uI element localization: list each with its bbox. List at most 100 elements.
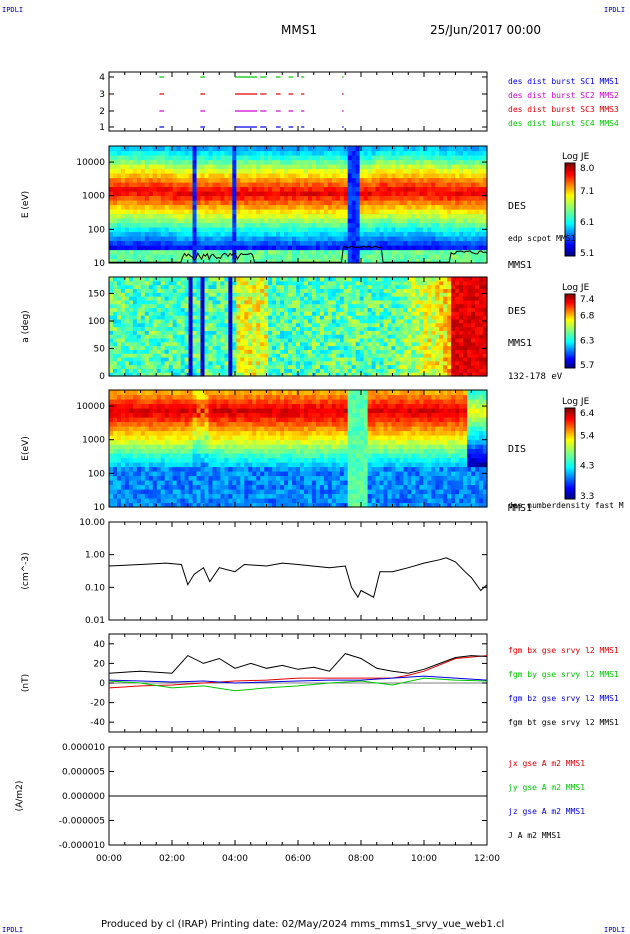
- des-energy-cell: [144, 164, 150, 170]
- des-pitch-cell: [443, 334, 448, 339]
- des-energy-cell: [148, 200, 154, 206]
- des-energy-cell: [483, 146, 488, 152]
- des-energy-cell: [391, 177, 397, 183]
- des-pitch-cell: [419, 372, 424, 377]
- des-energy-cell: [447, 204, 452, 210]
- des-energy-cell: [280, 155, 285, 161]
- des-energy-cell: [268, 186, 273, 192]
- des-pitch-cell: [196, 296, 202, 301]
- des-energy-cell: [347, 200, 353, 206]
- des-pitch-cell: [292, 318, 297, 324]
- des-pitch-cell: [335, 341, 341, 347]
- des-energy-cell: [240, 209, 245, 215]
- des-pitch-cell: [455, 318, 460, 324]
- des-energy-cell: [240, 245, 245, 251]
- des-pitch-cell: [395, 299, 401, 305]
- des-pitch-cell: [164, 315, 170, 320]
- des-pitch-cell: [228, 311, 233, 316]
- des-pitch-cell: [347, 299, 353, 305]
- des-pitch-cell: [335, 318, 341, 324]
- des-pitch-cell: [284, 280, 289, 286]
- des-energy-cell: [128, 186, 134, 192]
- des-pitch-cell: [212, 341, 218, 347]
- des-pitch-cell: [447, 364, 452, 369]
- des-energy-cell: [327, 240, 333, 246]
- des-pitch-cell: [439, 299, 444, 305]
- des-energy-cell: [403, 200, 409, 206]
- des-energy-cell: [355, 222, 361, 228]
- des-energy-cell: [303, 182, 309, 188]
- des-pitch-cell: [240, 303, 245, 309]
- des-pitch-cell: [395, 318, 401, 324]
- des-energy-cell: [276, 245, 281, 251]
- des-energy-cell: [339, 159, 345, 165]
- des-energy-cell: [471, 218, 476, 224]
- des-pitch-cell: [224, 364, 229, 369]
- des-energy-cell: [343, 254, 349, 260]
- des-pitch-cell: [367, 334, 373, 339]
- des-pitch-cell: [132, 296, 138, 301]
- des-pitch-cell: [244, 299, 249, 305]
- des-pitch-cell: [399, 315, 405, 320]
- des-pitch-cell: [439, 277, 444, 282]
- des-energy-cell: [200, 231, 206, 237]
- des-pitch-cell: [395, 372, 401, 377]
- des-energy-cell: [124, 258, 130, 264]
- des-pitch-cell: [112, 372, 118, 377]
- des-energy-cell: [164, 254, 170, 260]
- des-energy-cell: [188, 222, 194, 228]
- des-energy-cell: [431, 186, 436, 192]
- des-energy-cell: [483, 164, 488, 170]
- des-pitch-cell: [439, 353, 444, 358]
- des-energy-cell: [323, 245, 329, 251]
- des-pitch-cell: [367, 292, 373, 297]
- des-energy-cell: [188, 200, 194, 206]
- des-pitch-cell: [363, 337, 369, 343]
- des-pitch-cell: [451, 337, 456, 343]
- des-pitch-cell: [331, 334, 337, 339]
- des-pitch-cell: [228, 303, 233, 309]
- des-pitch-cell: [387, 303, 393, 309]
- des-energy-cell: [272, 150, 277, 156]
- des-pitch-cell: [240, 356, 245, 362]
- des-pitch-cell: [359, 368, 365, 373]
- des-pitch-cell: [128, 364, 134, 369]
- y-tick-label: 1000: [82, 192, 105, 202]
- des-pitch-cell: [363, 296, 369, 301]
- des-energy-cell: [232, 236, 237, 242]
- des-energy-cell: [475, 258, 480, 264]
- des-pitch-cell: [339, 372, 345, 377]
- des-energy-cell: [200, 218, 206, 224]
- des-energy-cell: [387, 150, 393, 156]
- des-energy-cell: [228, 159, 233, 165]
- des-pitch-cell: [371, 345, 377, 350]
- des-pitch-cell: [391, 326, 397, 331]
- des-energy-cell: [327, 195, 333, 201]
- des-energy-cell: [403, 182, 409, 188]
- des-energy-cell: [132, 177, 138, 183]
- des-pitch-cell: [140, 364, 146, 369]
- des-pitch-cell: [148, 345, 154, 350]
- des-energy-cell: [443, 254, 448, 260]
- des-energy-cell: [331, 258, 337, 264]
- des-energy-cell: [363, 168, 369, 174]
- des-energy-cell: [407, 204, 412, 210]
- des-energy-cell: [399, 204, 405, 210]
- des-pitch-cell: [172, 315, 178, 320]
- des-energy-cell: [228, 227, 233, 233]
- des-pitch-cell: [220, 288, 225, 293]
- des-energy-cell: [232, 249, 237, 255]
- des-energy-cell: [208, 222, 214, 228]
- des-energy-cell: [431, 249, 436, 255]
- des-pitch-cell: [467, 341, 472, 347]
- des-pitch-cell: [435, 288, 440, 293]
- des-pitch-cell: [276, 368, 281, 373]
- des-energy-cell: [192, 227, 198, 233]
- des-energy-cell: [260, 240, 265, 246]
- des-energy-cell: [236, 218, 241, 224]
- des-energy-cell: [240, 240, 245, 246]
- des-pitch-cell: [315, 284, 321, 290]
- des-energy-cell: [272, 164, 277, 170]
- colorbar-tick: 6.1: [580, 218, 594, 228]
- des-pitch-cell: [296, 364, 301, 369]
